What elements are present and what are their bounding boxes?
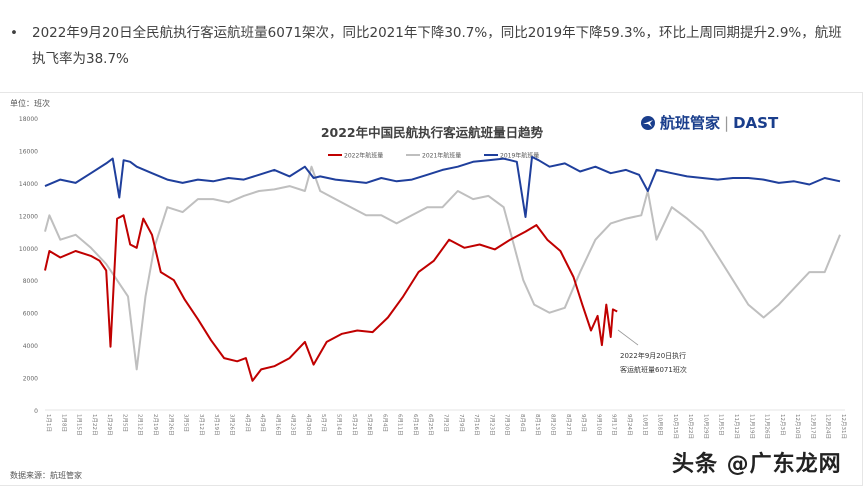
legend-label: 2021年航班量 [422, 152, 461, 160]
annotation-leader-line [617, 329, 639, 346]
x-tick-label: 10月1日 [641, 414, 648, 436]
x-tick-label: 4月23日 [290, 414, 297, 436]
brand-logo: 航班管家 | DAST [640, 112, 778, 133]
x-tick-label: 12月31日 [840, 414, 847, 439]
watermark: 头条 @广东龙网 [672, 452, 842, 477]
x-tick-label: 3月26日 [228, 414, 235, 436]
x-tick-label: 8月13日 [534, 414, 541, 436]
plane-globe-icon [641, 115, 655, 130]
annotation-line-1: 2022年9月20日执行 [620, 351, 686, 360]
x-tick-label: 7月30日 [504, 414, 511, 436]
series-lines [44, 155, 841, 382]
chart-title: 2022年中国民航执行客运航班量日趋势 [321, 125, 544, 140]
x-tick-label: 7月9日 [458, 414, 465, 432]
x-tick-label: 10月8日 [657, 414, 664, 436]
y-tick-label: 10000 [19, 246, 38, 253]
series-line-2019年航班量 [44, 155, 841, 218]
annotation-line-2: 客运航班量6071班次 [620, 365, 687, 374]
x-axis: 1月1日 1月8日 1月15日 1月22日 1月29日 2月5日 2月12日 2月19日 2月2… [45, 409, 847, 439]
y-tick-label: 16000 [19, 148, 38, 155]
chart-legend: 2022年航班量 2021年航班量 2019年航班量 [328, 152, 539, 160]
x-tick-label: 11月19日 [748, 414, 755, 439]
x-tick-label: 2月19日 [152, 414, 159, 436]
x-tick-label: 6月18日 [412, 414, 419, 436]
x-tick-label: 6月4日 [381, 414, 388, 432]
series-line-2021年航班量 [44, 165, 841, 371]
x-tick-label: 2月5日 [121, 414, 128, 432]
y-tick-label: 8000 [23, 278, 38, 285]
x-tick-label: 2月12日 [137, 414, 144, 436]
y-tick-label: 6000 [23, 311, 38, 318]
x-tick-label: 12月24日 [825, 414, 832, 439]
x-tick-label: 9月10日 [595, 414, 602, 436]
x-tick-label: 9月24日 [626, 414, 633, 436]
y-tick-label: 14000 [19, 181, 38, 188]
logo-name: 航班管家 [660, 114, 721, 132]
x-tick-label: 3月5日 [183, 414, 190, 432]
x-tick-label: 7月23日 [488, 414, 495, 436]
summary-paragraph: • 2022年9月20日全民航执行客运航班量6071架次，同比2021年下降30… [10, 20, 850, 72]
y-tick-label: 2000 [23, 376, 38, 383]
unit-label: 单位：班次 [10, 99, 50, 108]
data-source: 数据来源：航班管家 [10, 471, 82, 480]
annotation: 2022年9月20日执行 客运航班量6071班次 [617, 329, 687, 374]
y-tick-label: 4000 [23, 343, 38, 350]
bullet-icon: • [10, 25, 18, 41]
legend-label: 2019年航班量 [500, 152, 539, 160]
x-tick-label: 1月15日 [76, 414, 83, 436]
x-tick-label: 1月1日 [45, 414, 52, 432]
x-tick-label: 4月2日 [244, 414, 251, 432]
x-tick-label: 11月5日 [718, 414, 725, 436]
x-tick-label: 10月29日 [702, 414, 709, 439]
x-tick-label: 3月12日 [198, 414, 205, 436]
x-tick-label: 11月12日 [733, 414, 740, 439]
series-line-2022年航班量 [44, 214, 618, 382]
x-tick-label: 12月17日 [809, 414, 816, 439]
x-tick-label: 5月21日 [351, 414, 358, 436]
x-tick-label: 9月3日 [580, 414, 587, 432]
x-tick-label: 1月22日 [91, 414, 98, 436]
x-tick-label: 11月26日 [764, 414, 771, 439]
x-tick-label: 12月3日 [779, 414, 786, 436]
x-tick-label: 9月17日 [611, 414, 618, 436]
x-tick-label: 5月28日 [366, 414, 373, 436]
x-tick-label: 4月16日 [274, 414, 281, 436]
legend-label: 2022年航班量 [344, 152, 383, 160]
x-tick-label: 8月27日 [565, 414, 572, 436]
x-tick-label: 4月9日 [259, 414, 266, 432]
logo-brand: DAST [733, 113, 779, 132]
x-tick-label: 4月30日 [305, 414, 312, 436]
x-tick-label: 7月16日 [473, 414, 480, 436]
x-tick-label: 7月2日 [443, 414, 450, 432]
x-tick-label: 10月22日 [687, 414, 694, 439]
y-axis: 0 2000 4000 6000 8000 10000 12000 14000 16000 180… [19, 116, 38, 415]
x-tick-label: 5月14日 [335, 414, 342, 436]
x-tick-label: 6月25日 [427, 414, 434, 436]
summary-text: 2022年9月20日全民航执行客运航班量6071架次，同比2021年下降30.7… [32, 25, 842, 67]
x-tick-label: 10月15日 [672, 414, 679, 439]
y-tick-label: 0 [34, 408, 38, 415]
x-tick-label: 8月6日 [519, 414, 526, 432]
y-tick-label: 18000 [19, 116, 38, 123]
x-tick-label: 8月20日 [550, 414, 557, 436]
x-tick-label: 3月19日 [213, 414, 220, 436]
x-tick-label: 6月11日 [397, 414, 404, 436]
x-tick-label: 1月8日 [60, 414, 67, 432]
y-tick-label: 12000 [19, 213, 38, 220]
x-tick-label: 12月10日 [794, 414, 801, 439]
x-tick-label: 5月7日 [320, 414, 327, 432]
x-tick-label: 2月26日 [167, 414, 174, 436]
logo-separator: | [724, 113, 730, 132]
x-tick-label: 1月29日 [106, 414, 113, 436]
